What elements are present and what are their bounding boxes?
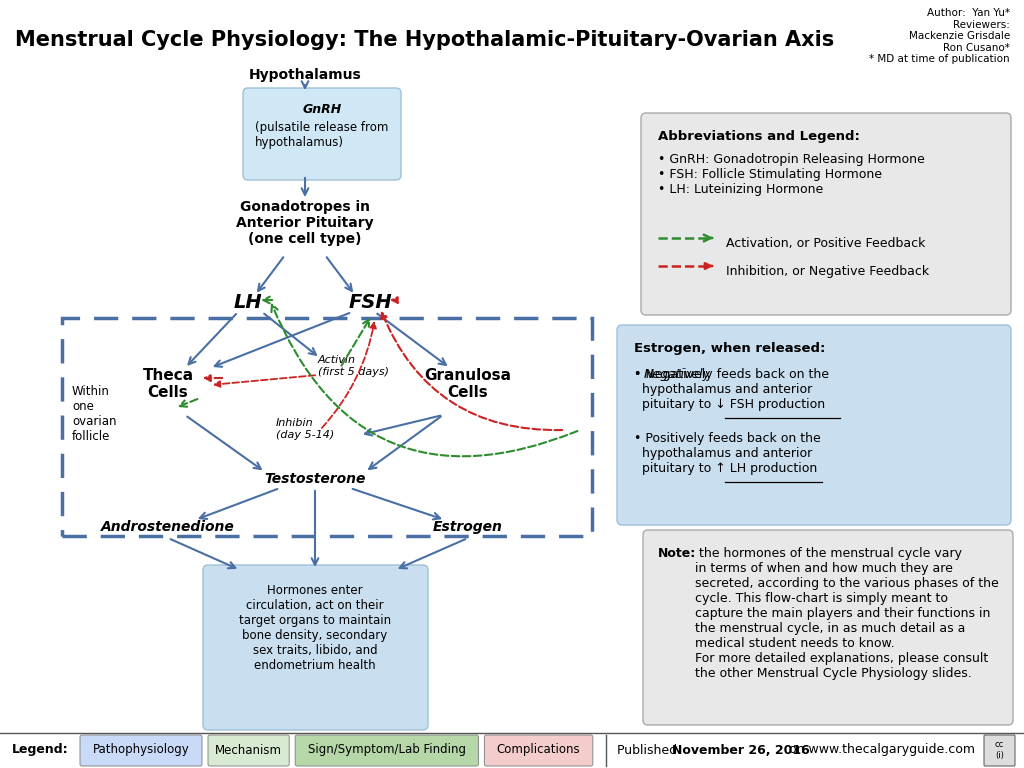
Text: Gonadotropes in
Anterior Pituitary
(one cell type): Gonadotropes in Anterior Pituitary (one … [237,200,374,247]
Text: Testosterone: Testosterone [264,472,366,486]
FancyBboxPatch shape [984,735,1015,766]
Text: Inhibin
(day 5-14): Inhibin (day 5-14) [275,418,334,439]
Text: • GnRH: Gonadotropin Releasing Hormone
• FSH: Follicle Stimulating Hormone
• LH:: • GnRH: Gonadotropin Releasing Hormone •… [658,153,925,196]
Text: Androstenedione: Androstenedione [101,520,234,534]
Text: the hormones of the menstrual cycle vary
in terms of when and how much they are
: the hormones of the menstrual cycle vary… [695,547,998,680]
FancyBboxPatch shape [243,88,401,180]
Text: • Positively feeds back on the
  hypothalamus and anterior
  pituitary to ↑ LH p: • Positively feeds back on the hypothala… [634,432,821,475]
Text: cc
(i): cc (i) [995,740,1005,760]
Text: Note:: Note: [658,547,696,560]
Text: Activation, or Positive Feedback: Activation, or Positive Feedback [726,237,926,250]
FancyBboxPatch shape [643,530,1013,725]
Text: FSH: FSH [348,293,392,312]
Text: Theca
Cells: Theca Cells [142,368,194,400]
Text: Granulosa
Cells: Granulosa Cells [425,368,512,400]
Text: Hypothalamus: Hypothalamus [249,68,361,82]
Text: Within
one
ovarian
follicle: Within one ovarian follicle [72,385,117,443]
FancyBboxPatch shape [617,325,1011,525]
Text: Hormones enter
circulation, act on their
target organs to maintain
bone density,: Hormones enter circulation, act on their… [239,584,391,672]
Text: GnRH: GnRH [302,103,342,116]
Text: Published: Published [616,743,681,756]
Text: Estrogen, when released:: Estrogen, when released: [634,342,825,355]
Text: • Negatively feeds back on the
  hypothalamus and anterior
  pituitary to ↓ FSH : • Negatively feeds back on the hypothala… [634,368,829,411]
Text: Pathophysiology: Pathophysiology [92,743,189,756]
Text: Estrogen: Estrogen [433,520,503,534]
Text: Legend:: Legend: [12,743,69,756]
Text: LH: LH [233,293,262,312]
Text: Inhibition, or Negative Feedback: Inhibition, or Negative Feedback [726,264,929,277]
FancyBboxPatch shape [80,735,202,766]
Text: Mechanism: Mechanism [215,743,282,756]
Text: •: • [634,368,645,381]
Text: Negatively: Negatively [644,368,711,381]
Text: Abbreviations and Legend:: Abbreviations and Legend: [658,130,860,143]
FancyBboxPatch shape [295,735,478,766]
Text: Complications: Complications [497,743,581,756]
Text: Sign/Symptom/Lab Finding: Sign/Symptom/Lab Finding [308,743,466,756]
Text: on www.thecalgaryguide.com: on www.thecalgaryguide.com [784,743,975,756]
Text: Author:  Yan Yu*
Reviewers:
Mackenzie Grisdale
Ron Cusano*
* MD at time of publi: Author: Yan Yu* Reviewers: Mackenzie Gri… [869,8,1010,65]
Text: November 26, 2016: November 26, 2016 [672,743,810,756]
FancyBboxPatch shape [203,565,428,730]
FancyBboxPatch shape [484,735,593,766]
Text: Menstrual Cycle Physiology: The Hypothalamic-Pituitary-Ovarian Axis: Menstrual Cycle Physiology: The Hypothal… [15,30,835,50]
Text: (pulsatile release from
hypothalamus): (pulsatile release from hypothalamus) [255,121,389,149]
Text: Activin
(first 5 days): Activin (first 5 days) [318,355,389,376]
FancyBboxPatch shape [641,113,1011,315]
FancyBboxPatch shape [208,735,289,766]
